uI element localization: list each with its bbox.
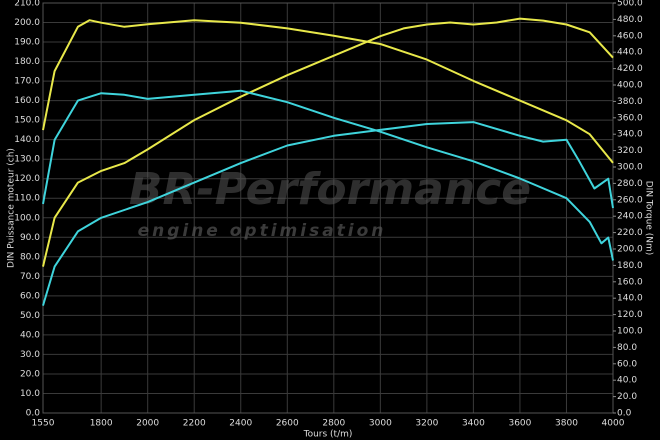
y2-tick-label: 380.0 [617,97,643,107]
y2-tick-label: 160.0 [617,277,643,287]
y2-tick-label: 300.0 [617,163,643,173]
y-tick-label: 200.0 [14,18,40,28]
y2-axis-label: DIN Torque (Nm) [644,181,654,256]
x-tick-label: 3200 [415,419,438,429]
y2-tick-label: 200.0 [617,245,643,255]
y-tick-label: 60.0 [20,291,40,301]
y-tick-label: 70.0 [20,272,40,282]
y2-tick-label: 20.0 [617,392,637,402]
x-axis-label: Tours (t/m) [303,430,353,440]
x-tick-label: 2800 [322,419,345,429]
y-tick-label: 50.0 [20,311,40,321]
y-tick-label: 190.0 [14,38,40,48]
y2-tick-label: 220.0 [617,228,643,238]
y2-tick-label: 40.0 [617,376,637,386]
y-tick-label: 80.0 [20,252,40,262]
y-tick-label: 30.0 [20,350,40,360]
y-tick-label: 180.0 [14,57,40,67]
y2-tick-label: 500.0 [617,0,643,9]
y-tick-label: 170.0 [14,77,40,87]
y2-tick-label: 480.0 [617,15,643,25]
x-tick-label: 1550 [32,419,55,429]
y-tick-label: 150.0 [14,116,40,126]
y-tick-label: 130.0 [14,155,40,165]
y2-tick-label: 340.0 [617,130,643,140]
y-tick-label: 90.0 [20,233,40,243]
y2-tick-label: 260.0 [617,195,643,205]
y2-tick-label: 100.0 [617,327,643,337]
curve [42,121,614,306]
x-tick-label: 3000 [369,419,392,429]
y2-tick-label: 120.0 [617,310,643,320]
watermark-tagline: engine optimisation [138,221,387,241]
x-tick-label: 1800 [90,419,113,429]
y-axis-label: DIN Puissance moteur (ch) [7,148,17,268]
y2-tick-label: 440.0 [617,48,643,58]
y2-tick-label: 320.0 [617,146,643,156]
y-tick-label: 120.0 [14,174,40,184]
y2-tick-label: 0.0 [617,409,632,419]
y2-tick-label: 360.0 [617,113,643,123]
y-tick-label: 110.0 [14,194,40,204]
y2-tick-label: 80.0 [617,343,637,353]
x-tick-label: 2000 [136,419,159,429]
y2-tick-label: 60.0 [617,359,637,369]
y2-tick-label: 400.0 [617,81,643,91]
x-tick-label: 3800 [555,419,578,429]
y-tick-label: 40.0 [20,330,40,340]
y-tick-label: 210.0 [14,0,40,9]
watermark-logo: BR-Performance [129,164,531,215]
y-tick-label: 160.0 [14,96,40,106]
curve [42,17,614,267]
x-tick-label: 3600 [508,419,531,429]
y2-tick-label: 280.0 [617,179,643,189]
y-tick-label: 20.0 [20,369,40,379]
y-tick-label: 140.0 [14,135,40,145]
y2-tick-label: 180.0 [617,261,643,271]
curve [42,89,614,261]
x-tick-label: 2200 [183,419,206,429]
y-tick-label: 10.0 [20,389,40,399]
y2-tick-label: 420.0 [617,64,643,74]
x-tick-label: 4000 [602,419,625,429]
curve [42,19,614,164]
y-tick-label: 0.0 [26,409,41,419]
x-tick-label: 3400 [462,419,485,429]
y2-tick-label: 460.0 [617,31,643,41]
y2-tick-label: 140.0 [617,294,643,304]
x-tick-label: 2400 [229,419,252,429]
x-tick-label: 2600 [276,419,299,429]
y-tick-label: 100.0 [14,213,40,223]
y2-tick-label: 240.0 [617,212,643,222]
